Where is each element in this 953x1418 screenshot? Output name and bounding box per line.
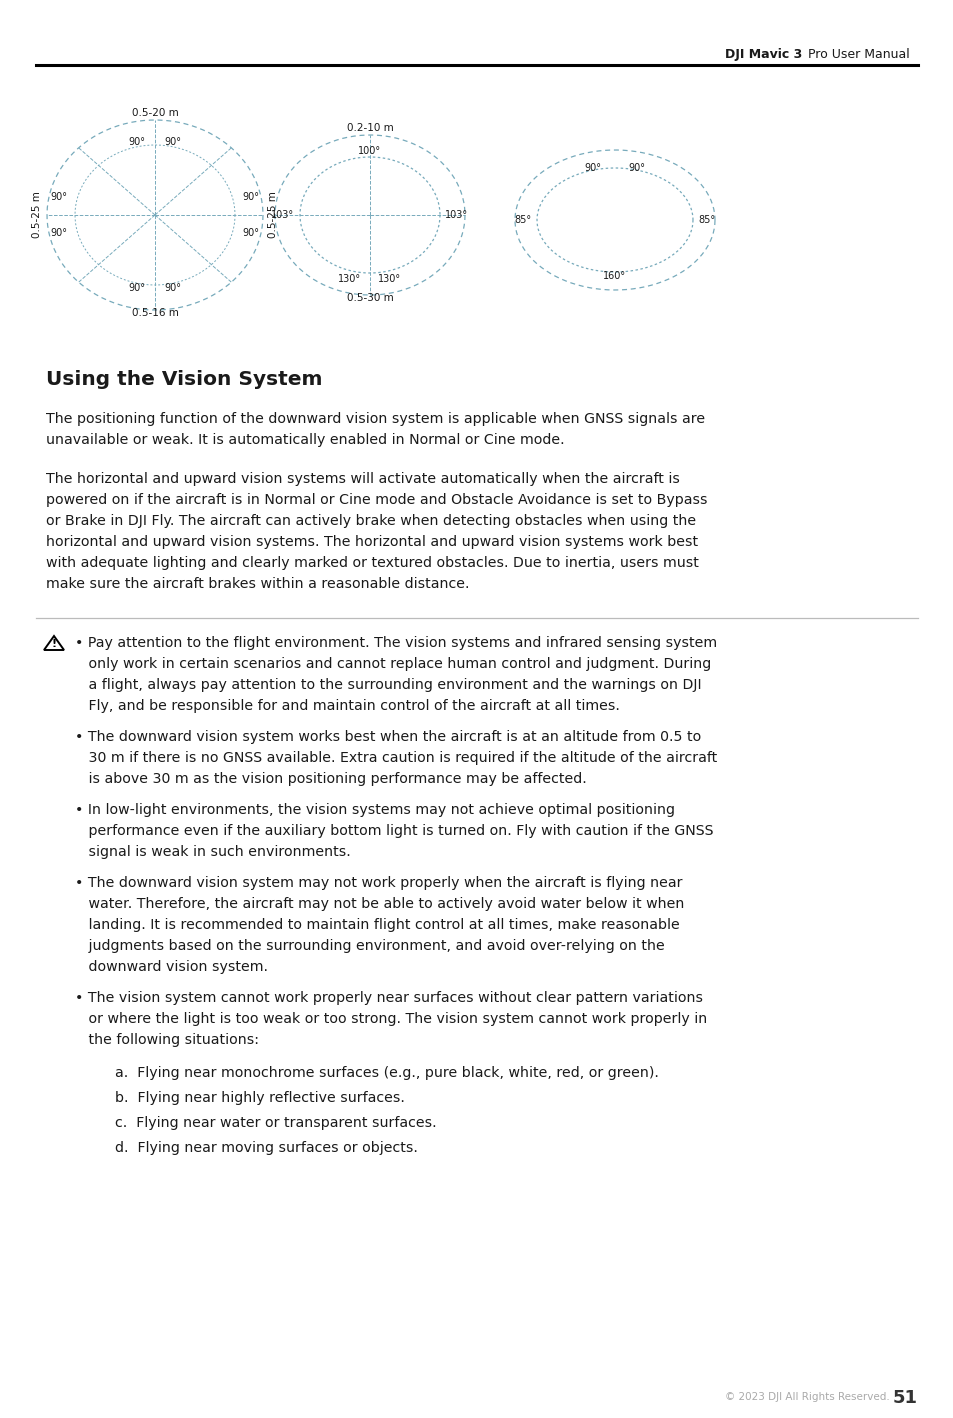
Text: horizontal and upward vision systems. The horizontal and upward vision systems w: horizontal and upward vision systems. Th… (46, 535, 698, 549)
Text: 85°: 85° (698, 216, 715, 225)
Text: or Brake in DJI Fly. The aircraft can actively brake when detecting obstacles wh: or Brake in DJI Fly. The aircraft can ac… (46, 513, 696, 527)
Text: • In low-light environments, the vision systems may not achieve optimal position: • In low-light environments, the vision … (75, 803, 675, 817)
Text: 0.2-10 m: 0.2-10 m (346, 123, 393, 133)
Text: 90°: 90° (628, 163, 645, 173)
Text: only work in certain scenarios and cannot replace human control and judgment. Du: only work in certain scenarios and canno… (75, 657, 711, 671)
Text: 0.5-20 m: 0.5-20 m (132, 108, 178, 118)
Text: 103°: 103° (272, 210, 294, 220)
Text: a.  Flying near monochrome surfaces (e.g., pure black, white, red, or green).: a. Flying near monochrome surfaces (e.g.… (115, 1066, 659, 1081)
Text: with adequate lighting and clearly marked or textured obstacles. Due to inertia,: with adequate lighting and clearly marke… (46, 556, 699, 570)
Text: 0.5-25 m: 0.5-25 m (268, 191, 277, 238)
Text: The horizontal and upward vision systems will activate automatically when the ai: The horizontal and upward vision systems… (46, 472, 679, 486)
Text: 90°: 90° (164, 138, 181, 147)
Text: DJI Mavic 3: DJI Mavic 3 (724, 48, 801, 61)
Text: 90°: 90° (584, 163, 601, 173)
Text: 51: 51 (892, 1390, 917, 1407)
Text: 100°: 100° (358, 146, 381, 156)
Text: 0.5-25 m: 0.5-25 m (32, 191, 42, 238)
Text: 90°: 90° (242, 191, 259, 201)
Text: b.  Flying near highly reflective surfaces.: b. Flying near highly reflective surface… (115, 1090, 404, 1105)
Text: landing. It is recommended to maintain flight control at all times, make reasona: landing. It is recommended to maintain f… (75, 917, 679, 932)
Text: Using the Vision System: Using the Vision System (46, 370, 322, 389)
Text: powered on if the aircraft is in Normal or Cine mode and Obstacle Avoidance is s: powered on if the aircraft is in Normal … (46, 493, 707, 508)
Text: 90°: 90° (242, 228, 259, 238)
Text: d.  Flying near moving surfaces or objects.: d. Flying near moving surfaces or object… (115, 1141, 417, 1156)
Text: 90°: 90° (51, 228, 68, 238)
Text: water. Therefore, the aircraft may not be able to actively avoid water below it : water. Therefore, the aircraft may not b… (75, 898, 683, 910)
Text: performance even if the auxiliary bottom light is turned on. Fly with caution if: performance even if the auxiliary bottom… (75, 824, 713, 838)
Text: 160°: 160° (603, 271, 626, 281)
Text: 90°: 90° (164, 284, 181, 294)
Text: 85°: 85° (514, 216, 531, 225)
Text: make sure the aircraft brakes within a reasonable distance.: make sure the aircraft brakes within a r… (46, 577, 469, 591)
Text: signal is weak in such environments.: signal is weak in such environments. (75, 845, 351, 859)
Text: 130°: 130° (378, 274, 401, 284)
Text: 30 m if there is no GNSS available. Extra caution is required if the altitude of: 30 m if there is no GNSS available. Extr… (75, 752, 717, 764)
Text: 90°: 90° (51, 191, 68, 201)
Text: • The vision system cannot work properly near surfaces without clear pattern var: • The vision system cannot work properly… (75, 991, 702, 1005)
Text: is above 30 m as the vision positioning performance may be affected.: is above 30 m as the vision positioning … (75, 771, 586, 786)
Text: 103°: 103° (445, 210, 468, 220)
Text: !: ! (51, 640, 56, 649)
Text: or where the light is too weak or too strong. The vision system cannot work prop: or where the light is too weak or too st… (75, 1012, 706, 1027)
Text: judgments based on the surrounding environment, and avoid over-relying on the: judgments based on the surrounding envir… (75, 939, 664, 953)
Text: 0.5-16 m: 0.5-16 m (132, 308, 178, 318)
Text: • The downward vision system works best when the aircraft is at an altitude from: • The downward vision system works best … (75, 730, 700, 744)
Text: The positioning function of the downward vision system is applicable when GNSS s: The positioning function of the downward… (46, 413, 704, 425)
Text: Fly, and be responsible for and maintain control of the aircraft at all times.: Fly, and be responsible for and maintain… (75, 699, 619, 713)
Text: c.  Flying near water or transparent surfaces.: c. Flying near water or transparent surf… (115, 1116, 436, 1130)
Text: 0.5-30 m: 0.5-30 m (346, 294, 393, 303)
Text: the following situations:: the following situations: (75, 1032, 258, 1046)
Text: 130°: 130° (338, 274, 361, 284)
Text: a flight, always pay attention to the surrounding environment and the warnings o: a flight, always pay attention to the su… (75, 678, 700, 692)
Text: • The downward vision system may not work properly when the aircraft is flying n: • The downward vision system may not wor… (75, 876, 681, 891)
Text: 90°: 90° (129, 284, 146, 294)
Text: Pro User Manual: Pro User Manual (803, 48, 909, 61)
Text: unavailable or weak. It is automatically enabled in Normal or Cine mode.: unavailable or weak. It is automatically… (46, 432, 564, 447)
Text: 90°: 90° (129, 138, 146, 147)
Text: downward vision system.: downward vision system. (75, 960, 268, 974)
Text: © 2023 DJI All Rights Reserved.: © 2023 DJI All Rights Reserved. (724, 1392, 889, 1402)
Text: • Pay attention to the flight environment. The vision systems and infrared sensi: • Pay attention to the flight environmen… (75, 637, 717, 649)
